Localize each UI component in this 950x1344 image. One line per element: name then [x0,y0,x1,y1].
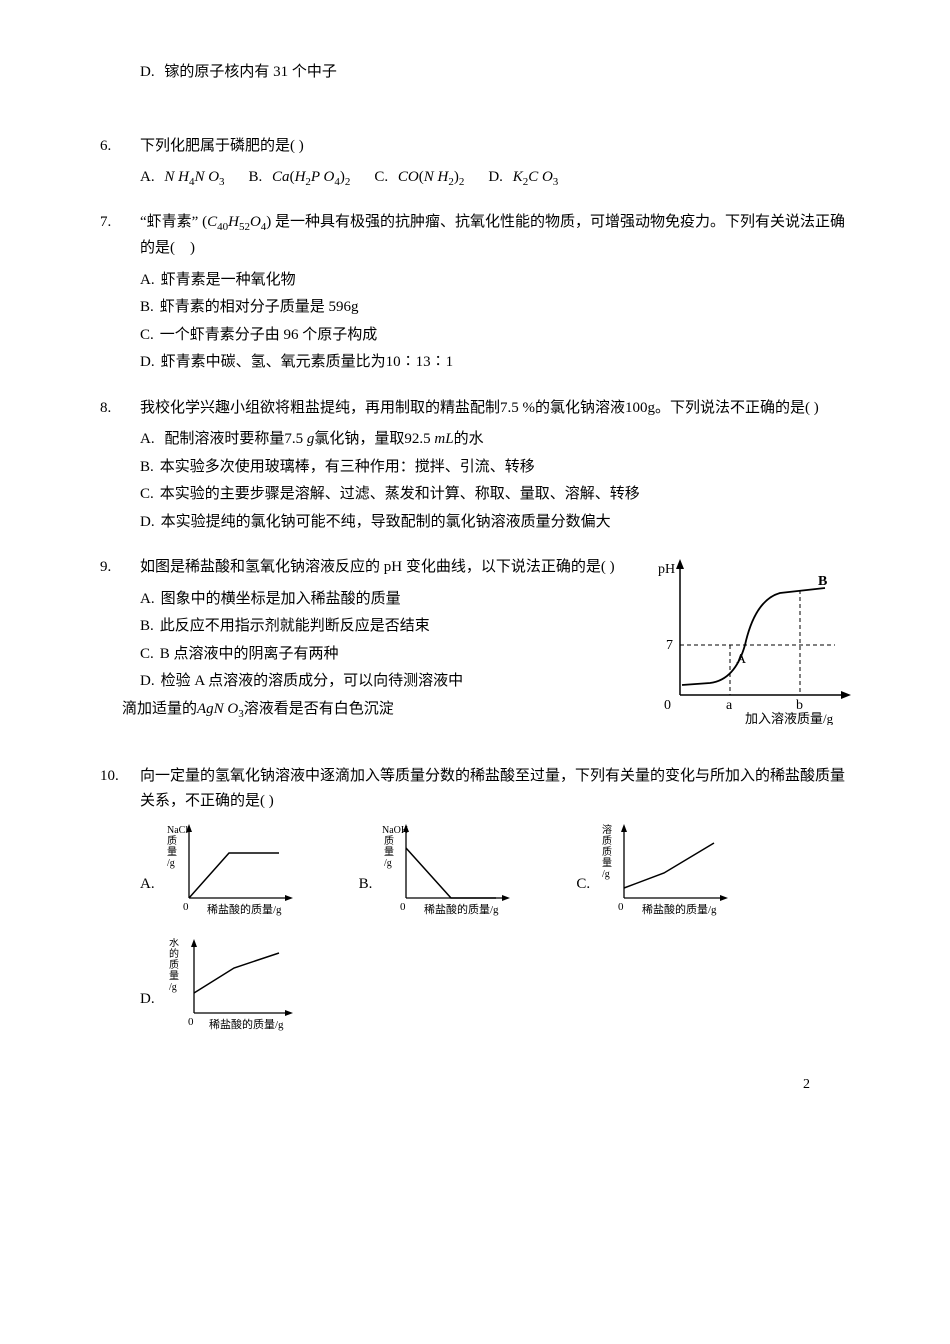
question-8: 8. 我校化学兴趣小组欲将粗盐提纯，再用制取的精盐配制7.5 %的氯化钠溶液10… [100,396,850,538]
question-body: D. 镓的原子核内有 31 个中子 [140,60,850,88]
options-list: A. 配制溶液时要称量7.5 g氯化钠，量取92.5 mL的水 B.本实验多次使… [140,427,850,535]
svg-text:0: 0 [183,901,189,913]
question-10: 10. 向一定量的氢氧化钠溶液中逐滴加入等质量分数的稀盐酸至过量，下列有关量的变… [100,764,850,1033]
option-a: A.图象中的横坐标是加入稀盐酸的质量 [140,587,640,613]
question-stem: 我校化学兴趣小组欲将粗盐提纯，再用制取的精盐配制7.5 %的氯化钠溶液100g。… [140,396,850,422]
question-stem: 向一定量的氢氧化钠溶液中逐滴加入等质量分数的稀盐酸至过量，下列有关量的变化与所加… [140,764,850,815]
graph-grid: A. 0 稀盐酸的质量/g NaCl质量/g B. [140,823,850,1033]
question-body: “虾青素” (C40H52O4) 是一种具有极强的抗肿瘤、抗氧化性能的物质，可增… [140,210,850,378]
option-c: C. CO(N H2)2 [374,165,464,192]
y-label-d: 水的质量/g [169,938,179,993]
y-label-a: NaCl质量/g [167,825,188,869]
option-b: B. Ca(H2P O4)2 [249,165,351,192]
option-d: D. 镓的原子核内有 31 个中子 [140,60,850,86]
x-label: 稀盐酸的质量/g [207,902,282,916]
question-number: 8. [100,396,140,538]
option-c: C.本实验的主要步骤是溶解、过滤、蒸发和计算、称取、量取、溶解、转移 [140,482,850,508]
formula-cah2po4: Ca(H2P O4)2 [272,169,350,185]
option-c: C.一个虾青素分子由 96 个原子构成 [140,323,850,349]
options-list: A.图象中的横坐标是加入稀盐酸的质量 B.此反应不用指示剂就能判断反应是否结束 … [140,587,640,724]
option-d: D. K2C O3 [488,165,558,192]
option-c-graph: C. 0 稀盐酸的质量/g 溶质质量/g [576,823,734,918]
question-body: 我校化学兴趣小组欲将粗盐提纯，再用制取的精盐配制7.5 %的氯化钠溶液100g。… [140,396,850,538]
svg-text:0: 0 [188,1016,194,1028]
formula-conh2: CO(N H2)2 [398,169,464,185]
question-5-partial: D. 镓的原子核内有 31 个中子 [100,60,850,88]
option-d-line2: 滴加适量的AgN O3溶液看是否有白色沉淀 [122,697,640,724]
option-d: D.虾青素中碳、氢、氧元素质量比为10∶13∶1 [140,350,850,376]
option-a: A. N H4N O3 [140,165,225,192]
question-number [100,60,140,88]
point-a-label: A [736,652,747,667]
option-d-graph: D. 0 稀盐酸的质量/g 水的质量/g [140,938,299,1033]
y-axis-label: pH [658,562,675,577]
option-c: C.B 点溶液中的阴离子有两种 [140,642,640,668]
formula-c40h52o4: (C40H52O4) [202,214,271,230]
option-b: B.本实验多次使用玻璃棒，有三种作用：搅拌、引流、转移 [140,455,850,481]
x-axis-label: 加入溶液质量/g [745,711,834,725]
option-d: D.检验 A 点溶液的溶质成分，可以向待测溶液中 [140,669,640,695]
option-a: A.虾青素是一种氧化物 [140,268,850,294]
question-stem: 如图是稀盐酸和氢氧化钠溶液反应的 pH 变化曲线，以下说法正确的是( ) [140,555,640,581]
question-number: 6. [100,134,140,192]
formula-k2co3: K2C O3 [513,169,559,185]
y-label-c: 溶质质量/g [602,823,612,880]
option-letter: A. [140,872,155,898]
x-label: 稀盐酸的质量/g [642,902,717,916]
y-label-b: NaOH质量/g [382,825,408,869]
option-b: B.虾青素的相对分子质量是 596g [140,295,850,321]
options-list: A.虾青素是一种氧化物 B.虾青素的相对分子质量是 596g C.一个虾青素分子… [140,268,850,376]
tick-7: 7 [666,638,673,653]
question-9: 9. 如图是稀盐酸和氢氧化钠溶液反应的 pH 变化曲线，以下说法正确的是( ) … [100,555,850,725]
x-label: 稀盐酸的质量/g [209,1017,284,1031]
option-letter: D. [140,987,155,1013]
question-7: 7. “虾青素” (C40H52O4) 是一种具有极强的抗肿瘤、抗氧化性能的物质… [100,210,850,378]
formula-nh4no3: N H4N O3 [164,169,224,185]
question-text-column: 如图是稀盐酸和氢氧化钠溶液反应的 pH 变化曲线，以下说法正确的是( ) A.图… [140,555,640,725]
x-label: 稀盐酸的质量/g [424,902,499,916]
option-text: 镓的原子核内有 31 个中子 [164,64,337,80]
question-stem: “虾青素” (C40H52O4) 是一种具有极强的抗肿瘤、抗氧化性能的物质，可增… [140,210,850,262]
option-letter: D. [140,64,155,80]
tick-a: a [726,698,733,713]
question-body: 下列化肥属于磷肥的是( ) A. N H4N O3 B. Ca(H2P O4)2… [140,134,850,192]
point-b-label: B [818,574,827,589]
option-letter: B. [359,872,373,898]
question-stem: 下列化肥属于磷肥的是( ) [140,134,850,160]
origin-label: 0 [664,698,671,713]
question-body: 如图是稀盐酸和氢氧化钠溶液反应的 pH 变化曲线，以下说法正确的是( ) A.图… [140,555,850,725]
ph-curve-graph: pH 7 A B 0 a b 加入溶液质量/g [650,555,850,725]
options-row: A. N H4N O3 B. Ca(H2P O4)2 C. CO(N H2)2 … [140,165,850,192]
question-number: 10. [100,764,140,1033]
question-6: 6. 下列化肥属于磷肥的是( ) A. N H4N O3 B. Ca(H2P O… [100,134,850,192]
page-number: 2 [100,1073,810,1097]
option-a: A. 配制溶液时要称量7.5 g氯化钠，量取92.5 mL的水 [140,427,850,453]
svg-text:0: 0 [400,901,406,913]
question-body: 向一定量的氢氧化钠溶液中逐滴加入等质量分数的稀盐酸至过量，下列有关量的变化与所加… [140,764,850,1033]
formula-agno3: AgN O3 [197,701,244,717]
option-b-graph: B. 0 稀盐酸的质量/g NaOH质量/g [359,823,517,918]
option-d: D.本实验提纯的氯化钠可能不纯，导致配制的氯化钠溶液质量分数偏大 [140,510,850,536]
option-letter: C. [576,872,590,898]
option-b: B.此反应不用指示剂就能判断反应是否结束 [140,614,640,640]
svg-text:0: 0 [618,901,624,913]
question-number: 7. [100,210,140,378]
option-a-graph: A. 0 稀盐酸的质量/g NaCl质量/g [140,823,299,918]
